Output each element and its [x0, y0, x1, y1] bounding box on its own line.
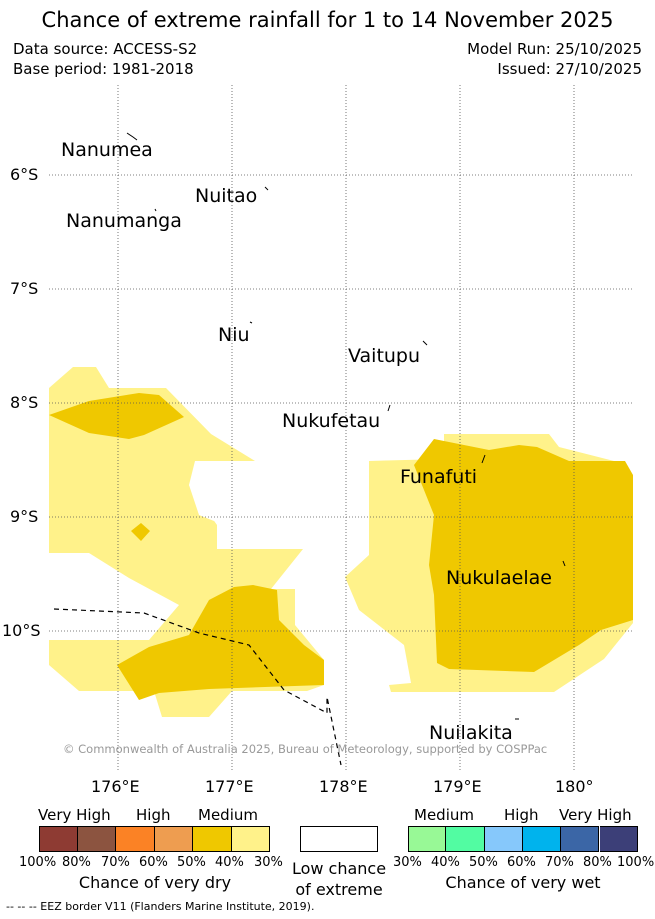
- lat-label-7s: 7°S: [10, 279, 39, 298]
- dry-level-high: High: [136, 806, 171, 824]
- lon-label-178e: 178°E: [319, 777, 368, 796]
- wet-level-very-high: Very High: [559, 806, 632, 824]
- dry-swatch-2: [116, 826, 155, 852]
- dry-tick-5: 40%: [215, 855, 244, 870]
- graticule: [49, 85, 633, 770]
- dry-tick-3: 60%: [139, 855, 168, 870]
- wet-tick-4: 70%: [545, 855, 574, 870]
- dry-level-medium: Medium: [198, 806, 258, 824]
- wet-tick-1: 40%: [431, 855, 460, 870]
- issued-date: Issued: 27/10/2025: [497, 60, 642, 78]
- dry-swatch-0: [39, 826, 78, 852]
- dry-medium-dark-region: [49, 393, 633, 700]
- west-dry-dark-spot: [131, 523, 150, 541]
- wet-tick-6: 100%: [617, 855, 655, 870]
- wet-swatch-5: [599, 826, 638, 852]
- wet-swatch-1: [446, 826, 485, 852]
- low-chance-swatch: [300, 826, 378, 852]
- place-nukulaelae: Nukulaelae: [446, 567, 552, 589]
- place-nanumea: Nanumea: [61, 139, 153, 161]
- east-dry-dark: [414, 439, 633, 672]
- west-dry-dark-south: [117, 585, 324, 700]
- wet-level-medium: Medium: [414, 806, 474, 824]
- west-dry-dark-north: [49, 393, 184, 439]
- lat-label-6s: 6°S: [10, 165, 39, 184]
- wet-tick-3: 60%: [507, 855, 536, 870]
- model-run: Model Run: 25/10/2025: [467, 40, 642, 58]
- wet-caption: Chance of very wet: [445, 873, 601, 892]
- wet-swatch-0: [408, 826, 447, 852]
- place-nuilakita: Nuilakita: [429, 722, 513, 744]
- low-chance-holes: [189, 465, 249, 525]
- map-area: [49, 85, 633, 770]
- dry-tick-4: 50%: [177, 855, 206, 870]
- dry-level-very-high: Very High: [38, 806, 111, 824]
- dry-tick-1: 80%: [62, 855, 91, 870]
- wet-swatch-2: [484, 826, 523, 852]
- lat-label-8s: 8°S: [10, 393, 39, 412]
- eez-border: [53, 608, 342, 766]
- copyright-notice: © Commonwealth of Australia 2025, Bureau…: [63, 742, 548, 756]
- lat-label-9s: 9°S: [10, 507, 39, 526]
- place-nanumanga: Nanumanga: [66, 210, 182, 232]
- wet-swatch-4: [561, 826, 600, 852]
- dry-swatch-3: [154, 826, 193, 852]
- dry-tick-2: 70%: [101, 855, 130, 870]
- place-funafuti: Funafuti: [400, 466, 478, 488]
- wet-tick-5: 80%: [583, 855, 612, 870]
- dry-caption: Chance of very dry: [78, 873, 232, 892]
- place-vaitupu: Vaitupu: [348, 345, 421, 367]
- dry-swatch-5: [231, 826, 270, 852]
- place-nuitao: Nuitao: [195, 185, 258, 207]
- place-nukufetau: Nukufetau: [282, 410, 381, 432]
- island-marks: [126, 132, 566, 720]
- data-source: Data source: ACCESS-S2: [13, 40, 198, 58]
- wet-tick-0: 30%: [393, 855, 422, 870]
- dry-tick-0: 100%: [19, 855, 57, 870]
- dry-swatch-4: [193, 826, 232, 852]
- lon-label-180: 180°: [555, 777, 594, 796]
- lon-label-176e: 176°E: [91, 777, 140, 796]
- place-niu: Niu: [218, 324, 250, 346]
- lon-label-177e: 177°E: [205, 777, 254, 796]
- dry-tick-6: 30%: [254, 855, 283, 870]
- lon-label-179e: 179°E: [433, 777, 482, 796]
- wet-level-high: High: [504, 806, 539, 824]
- map-title: Chance of extreme rainfall for 1 to 14 N…: [41, 8, 614, 32]
- wet-tick-2: 50%: [469, 855, 498, 870]
- wet-swatch-3: [522, 826, 562, 852]
- dry-swatch-1: [77, 826, 116, 852]
- lat-label-10s: 10°S: [2, 621, 41, 640]
- eez-border-note: -- -- -- EEZ border V11 (Flanders Marine…: [6, 900, 315, 913]
- low-chance-caption-1: Low chance: [291, 859, 387, 878]
- base-period: Base period: 1981-2018: [13, 60, 194, 78]
- low-chance-caption-2: of extreme: [295, 880, 383, 899]
